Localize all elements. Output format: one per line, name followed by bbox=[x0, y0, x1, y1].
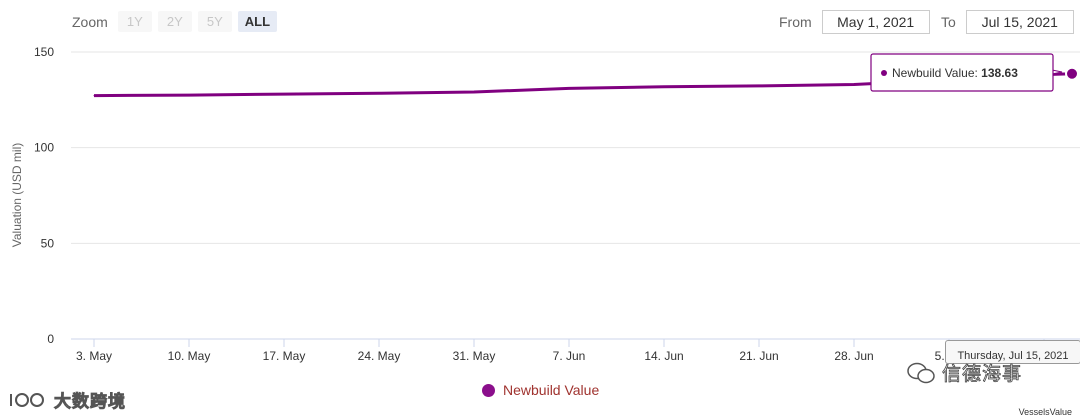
x-tick-label: 21. Jun bbox=[739, 349, 778, 363]
data-point[interactable] bbox=[283, 93, 285, 95]
x-tick-label: 24. May bbox=[358, 349, 401, 363]
to-date-input[interactable]: Jul 15, 2021 bbox=[965, 10, 1074, 34]
data-point[interactable] bbox=[378, 92, 380, 94]
watermark-right-text: 信德海事 bbox=[942, 363, 1023, 386]
watermark-left-text: 大数跨境 bbox=[54, 392, 126, 413]
tooltip-series-dot bbox=[881, 70, 887, 76]
tooltip-value: 138.63 bbox=[981, 66, 1018, 80]
range-to: To Jul 15, 2021 bbox=[941, 10, 1074, 34]
x-tick-label: 7. Jun bbox=[553, 349, 586, 363]
tooltip-series-label: Newbuild Value: bbox=[892, 66, 978, 80]
tooltip-content: Newbuild Value: 138.63 bbox=[892, 66, 1018, 80]
credits: VesselsValue bbox=[1018, 407, 1072, 417]
data-point[interactable] bbox=[188, 94, 190, 96]
range-from: From May 1, 2021 bbox=[779, 10, 930, 34]
x-tick-label: 31. May bbox=[453, 349, 496, 363]
value-tooltip: Newbuild Value: 138.63 bbox=[870, 53, 1063, 92]
x-tick-label: 3. May bbox=[76, 349, 112, 363]
data-point[interactable] bbox=[473, 91, 475, 93]
watermark-left: 大数跨境 bbox=[8, 387, 126, 412]
grid-lines bbox=[71, 51, 1080, 244]
from-date-input[interactable]: May 1, 2021 bbox=[821, 10, 930, 34]
date-tooltip: Thursday, Jul 15, 2021 bbox=[945, 340, 1080, 364]
x-tick-label: 28. Jun bbox=[834, 349, 873, 363]
x-tick-label: 17. May bbox=[263, 349, 306, 363]
legend-item-newbuild-value[interactable]: Newbuild Value bbox=[482, 382, 599, 398]
from-label: From bbox=[779, 14, 812, 30]
y-tick-label: 50 bbox=[41, 236, 55, 250]
zoom-bar: Zoom 1Y 2Y 5Y ALL bbox=[72, 11, 278, 32]
hover-point[interactable] bbox=[1065, 66, 1079, 81]
zoom-label: Zoom bbox=[72, 13, 108, 30]
y-tick-label: 0 bbox=[47, 332, 54, 346]
data-point[interactable] bbox=[758, 85, 760, 87]
series-markers bbox=[93, 66, 1079, 97]
data-point[interactable] bbox=[663, 86, 665, 88]
legend-marker bbox=[482, 383, 495, 397]
data-point[interactable] bbox=[93, 95, 95, 97]
y-axis: 0 50 100 150 bbox=[34, 45, 54, 346]
y-axis-label: Valuation (USD mil) bbox=[10, 143, 24, 247]
data-point[interactable] bbox=[853, 84, 855, 86]
watermark-right: 信德海事 bbox=[906, 359, 1022, 386]
x-tick-label: 10. May bbox=[168, 349, 211, 363]
zoom-5y-button[interactable]: 5Y bbox=[197, 11, 232, 32]
to-label: To bbox=[941, 14, 956, 30]
wechat-icon bbox=[907, 362, 935, 383]
legend-label: Newbuild Value bbox=[503, 382, 600, 398]
watermark-logo-icon bbox=[10, 392, 44, 407]
zoom-2y-button[interactable]: 2Y bbox=[157, 11, 192, 32]
y-tick-label: 150 bbox=[34, 45, 54, 59]
zoom-all-button[interactable]: ALL bbox=[237, 11, 278, 32]
data-point[interactable] bbox=[568, 87, 570, 89]
x-tick-label: 14. Jun bbox=[644, 349, 683, 363]
y-tick-label: 100 bbox=[34, 141, 54, 155]
zoom-1y-button[interactable]: 1Y bbox=[117, 11, 152, 32]
